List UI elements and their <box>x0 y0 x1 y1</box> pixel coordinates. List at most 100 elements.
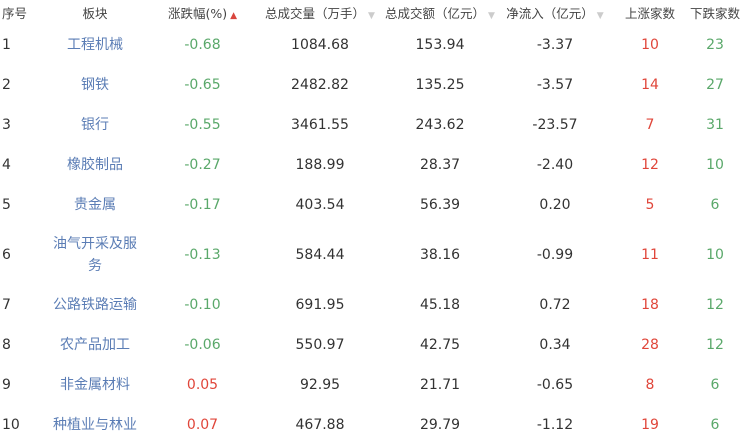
sector-link[interactable]: 工程机械 <box>67 37 123 53</box>
sector-link[interactable]: 非金属材料 <box>60 377 130 393</box>
row-down-count: 12 <box>706 297 724 313</box>
row-down-count: 6 <box>710 417 720 433</box>
row-index: 5 <box>2 197 11 213</box>
row-net-inflow: -23.57 <box>532 117 578 133</box>
sector-link[interactable]: 油气开采及服务 <box>53 236 137 274</box>
row-change: -0.17 <box>184 197 221 213</box>
header-volume[interactable]: 总成交量（万手） ▼ <box>255 0 385 25</box>
row-index: 8 <box>2 337 11 353</box>
row-volume: 584.44 <box>295 247 345 263</box>
row-volume: 1084.68 <box>291 37 349 53</box>
row-index: 3 <box>2 117 11 133</box>
row-index: 7 <box>2 297 11 313</box>
row-change: 0.07 <box>186 417 219 433</box>
row-change: -0.10 <box>184 297 221 313</box>
row-index: 10 <box>2 417 20 433</box>
header-net-inflow-label: 净流入（亿元） <box>506 6 594 21</box>
row-up-count: 7 <box>645 117 655 133</box>
sector-link[interactable]: 种植业与林业 <box>53 417 137 433</box>
row-down-count: 10 <box>706 247 724 263</box>
row-sector: 银行 <box>40 105 150 145</box>
row-amount: 243.62 <box>415 117 465 133</box>
row-up-count: 8 <box>645 377 655 393</box>
row-down-count: 6 <box>710 197 720 213</box>
sort-up-icon[interactable]: ▲ <box>230 11 238 21</box>
table-header: 序号 板块 涨跌幅(%) ▲ 总成交量（万手） ▼ 总成交额（亿元） ▼ 净流入（亿元… <box>0 0 745 25</box>
row-net-inflow: 0.20 <box>539 197 571 213</box>
row-net-inflow: 0.72 <box>539 297 571 313</box>
header-change-label: 涨跌幅(%) <box>167 6 228 21</box>
row-down-count: 12 <box>706 337 724 353</box>
sort-down-icon[interactable]: ▼ <box>368 11 375 21</box>
row-net-inflow: 0.34 <box>539 337 571 353</box>
header-index: 序号 <box>2 6 28 21</box>
sector-link[interactable]: 橡胶制品 <box>67 157 123 173</box>
row-amount: 29.79 <box>419 417 461 433</box>
row-change: 0.05 <box>186 377 219 393</box>
table-row: 10 种植业与林业 0.07 467.88 29.79 -1.12 19 6 <box>0 405 745 440</box>
row-sector: 公路铁路运输 <box>40 285 150 325</box>
row-change: -0.68 <box>184 37 221 53</box>
sector-link[interactable]: 公路铁路运输 <box>53 297 137 313</box>
row-up-count: 28 <box>641 337 659 353</box>
row-net-inflow: -2.40 <box>536 157 574 173</box>
row-index: 4 <box>2 157 11 173</box>
sort-down-icon[interactable]: ▼ <box>488 11 495 21</box>
row-volume: 550.97 <box>295 337 345 353</box>
row-net-inflow: -3.57 <box>536 77 574 93</box>
row-amount: 21.71 <box>419 377 461 393</box>
row-volume: 691.95 <box>295 297 345 313</box>
header-volume-label: 总成交量（万手） <box>265 6 366 21</box>
row-down-count: 27 <box>706 77 724 93</box>
row-amount: 135.25 <box>415 77 465 93</box>
header-amount-label: 总成交额（亿元） <box>385 6 486 21</box>
row-amount: 153.94 <box>415 37 465 53</box>
row-change: -0.65 <box>184 77 221 93</box>
table-row: 1 工程机械 -0.68 1084.68 153.94 -3.37 10 23 <box>0 25 745 65</box>
row-net-inflow: -1.12 <box>536 417 574 433</box>
row-sector: 种植业与林业 <box>40 405 150 440</box>
row-amount: 45.18 <box>419 297 461 313</box>
sector-link[interactable]: 农产品加工 <box>60 337 130 353</box>
row-volume: 92.95 <box>299 377 341 393</box>
row-down-count: 23 <box>706 37 724 53</box>
header-down-count: 下跌家数 <box>689 6 740 21</box>
header-sector: 板块 <box>82 6 108 21</box>
row-up-count: 19 <box>641 417 659 433</box>
row-net-inflow: -3.37 <box>536 37 574 53</box>
sector-link[interactable]: 钢铁 <box>81 77 109 93</box>
row-sector: 橡胶制品 <box>40 145 150 185</box>
header-amount[interactable]: 总成交额（亿元） ▼ <box>385 0 495 25</box>
row-up-count: 5 <box>645 197 655 213</box>
row-up-count: 18 <box>641 297 659 313</box>
sector-link[interactable]: 银行 <box>81 117 109 133</box>
row-volume: 188.99 <box>295 157 345 173</box>
row-down-count: 6 <box>710 377 720 393</box>
row-sector: 贵金属 <box>40 185 150 225</box>
row-amount: 38.16 <box>419 247 461 263</box>
table-row: 9 非金属材料 0.05 92.95 21.71 -0.65 8 6 <box>0 365 745 405</box>
row-change: -0.06 <box>184 337 221 353</box>
row-up-count: 14 <box>641 77 659 93</box>
row-amount: 28.37 <box>419 157 461 173</box>
row-change: -0.13 <box>184 247 221 263</box>
sort-down-icon[interactable]: ▼ <box>596 11 604 21</box>
table-row: 4 橡胶制品 -0.27 188.99 28.37 -2.40 12 10 <box>0 145 745 185</box>
row-net-inflow: -0.65 <box>536 377 574 393</box>
row-index: 6 <box>2 247 11 263</box>
header-net-inflow[interactable]: 净流入（亿元） ▼ <box>495 0 615 25</box>
row-amount: 42.75 <box>419 337 461 353</box>
row-down-count: 31 <box>706 117 724 133</box>
header-up-count: 上涨家数 <box>624 6 675 21</box>
row-sector: 农产品加工 <box>40 325 150 365</box>
table-row: 3 银行 -0.55 3461.55 243.62 -23.57 7 31 <box>0 105 745 145</box>
row-index: 1 <box>2 37 11 53</box>
header-change[interactable]: 涨跌幅(%) ▲ <box>150 0 255 25</box>
row-sector: 非金属材料 <box>40 365 150 405</box>
row-sector: 工程机械 <box>40 25 150 65</box>
sector-link[interactable]: 贵金属 <box>74 197 116 213</box>
row-change: -0.55 <box>184 117 221 133</box>
row-net-inflow: -0.99 <box>536 247 574 263</box>
